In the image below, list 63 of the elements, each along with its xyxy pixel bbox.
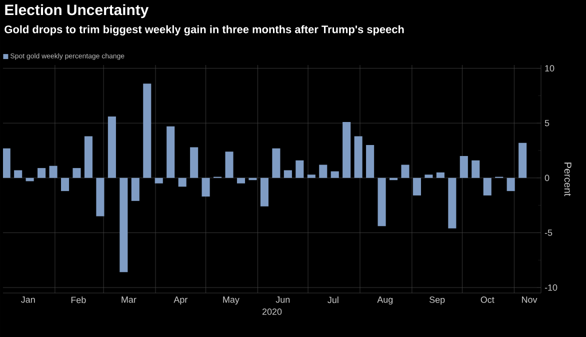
x-tick-label: Mar xyxy=(122,296,136,303)
bar xyxy=(412,178,422,196)
bar xyxy=(448,178,456,228)
bar xyxy=(506,178,515,192)
x-tick-label: Sep xyxy=(430,296,445,305)
bar xyxy=(49,166,58,178)
bar xyxy=(342,122,351,178)
x-tick-label: Jul xyxy=(328,296,338,304)
y-tick-label: -10 xyxy=(544,284,558,291)
bar xyxy=(354,136,362,178)
bar xyxy=(483,178,492,196)
bar xyxy=(248,178,257,180)
bar xyxy=(202,178,210,197)
bar xyxy=(460,156,468,178)
x-tick-label: Aug xyxy=(377,296,393,305)
bar xyxy=(166,126,175,178)
bar xyxy=(26,178,34,182)
chart-subtitle: Gold drops to trim biggest weekly gain in three months after Trump's speech xyxy=(4,25,404,36)
x-tick-label: Jun xyxy=(276,296,290,303)
bar xyxy=(366,145,374,178)
bar xyxy=(296,160,304,178)
x-tick-label: Apr xyxy=(174,296,188,305)
bar xyxy=(225,152,234,178)
bar xyxy=(319,164,328,178)
bar xyxy=(272,148,280,178)
y-tick-label: 10 xyxy=(545,65,554,72)
bar xyxy=(518,142,527,178)
bar xyxy=(424,174,433,178)
bar xyxy=(38,168,46,178)
x-tick-label: May xyxy=(223,296,240,305)
bar xyxy=(131,178,140,201)
bar xyxy=(436,172,444,178)
bar xyxy=(389,178,398,180)
y-tick-label: -5 xyxy=(544,230,552,236)
y-tick-label: 5 xyxy=(544,120,550,126)
x-tick-label: Oct xyxy=(480,296,494,303)
bar xyxy=(14,170,22,178)
bar xyxy=(284,170,292,178)
x-tick-label: Jan xyxy=(21,296,35,303)
bar xyxy=(72,168,81,178)
x-axis-title: 2020 xyxy=(262,308,282,315)
bar xyxy=(178,178,186,187)
x-tick-label: Feb xyxy=(71,296,86,304)
y-tick-label: 0 xyxy=(544,174,550,182)
bar xyxy=(307,174,316,178)
bar xyxy=(472,160,480,178)
bar xyxy=(96,178,104,216)
bar xyxy=(84,136,93,178)
bar xyxy=(401,164,410,178)
bar xyxy=(3,148,10,178)
bar xyxy=(378,178,386,226)
bar xyxy=(143,84,152,178)
bar xyxy=(330,171,339,178)
bar xyxy=(120,178,128,272)
bar xyxy=(154,178,163,184)
y-axis-title: Percent xyxy=(564,162,572,196)
bar xyxy=(60,178,70,192)
bar xyxy=(236,178,246,184)
chart-title: Election Uncertainty xyxy=(5,4,149,18)
bar xyxy=(108,116,116,178)
bar xyxy=(260,178,268,206)
x-tick-label: Nov xyxy=(522,296,538,303)
bar xyxy=(190,147,198,178)
